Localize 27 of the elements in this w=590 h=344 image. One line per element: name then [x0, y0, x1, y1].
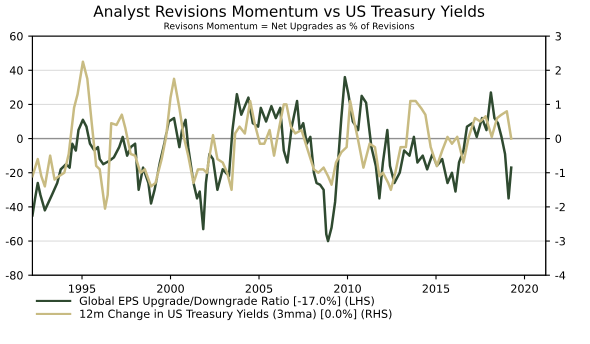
y2-tick-label: 1 [556, 100, 561, 109]
y-tick-label: 0 [17, 134, 23, 143]
x-tick-label: 2005 [246, 284, 272, 293]
chart-subtitle: Revisons Momentum = Net Upgrades as % of Revisions [164, 22, 414, 32]
y2-tick-label: -4 [555, 271, 566, 280]
legend-label: 12m Change in US Treasury Yields (3mma) [0.0%] (RHS) [80, 309, 392, 320]
y2-tick-label: -2 [555, 202, 565, 212]
legend-label: Global EPS Upgrade/Downgrade Ratio [-17.0%] (LHS) [80, 296, 374, 308]
y2-tick-label: 3 [556, 32, 561, 40]
line-series [32, 60, 512, 210]
x-tick-label: 2015 [422, 284, 450, 293]
y-tick-label: -80 [6, 271, 23, 280]
x-tick-label: 2010 [334, 284, 361, 293]
chart-title: Analyst Revisions Momentum vs US Treasury Yields [93, 5, 484, 20]
y-tick-label: -60 [6, 237, 23, 246]
y-tick-label: -20 [6, 168, 23, 178]
y2-tick-label: -3 [555, 237, 565, 246]
y2-tick-label: -1 [555, 168, 565, 177]
y-tick-label: 40 [10, 66, 23, 75]
x-tick-label: 2020 [511, 284, 538, 293]
x-tick-label: 1995 [69, 284, 96, 293]
y2-tick-label: 2 [556, 66, 561, 74]
y2-tick-label: 0 [556, 134, 562, 143]
y-tick-label: -40 [6, 202, 23, 212]
y-tick-label: 20 [10, 100, 23, 109]
x-tick-label: 2000 [157, 284, 184, 293]
y-tick-label: 60 [10, 32, 23, 40]
